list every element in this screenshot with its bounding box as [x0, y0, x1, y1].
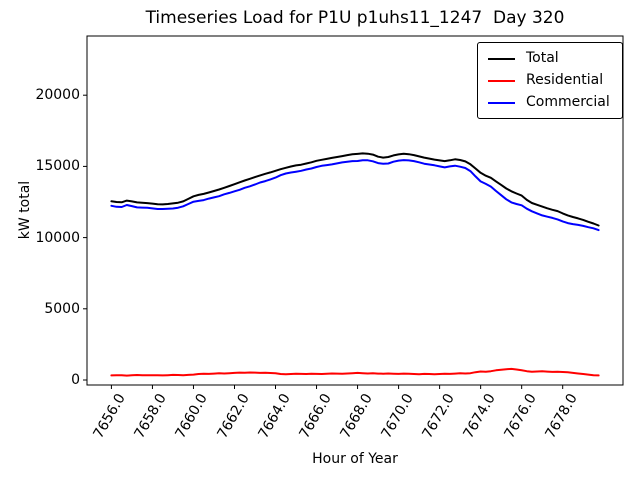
x-axis-label: Hour of Year — [312, 451, 398, 467]
legend-line-sample — [488, 101, 515, 104]
legend-label: Residential — [526, 72, 604, 88]
axes-frame — [86, 35, 624, 386]
legend-line-sample — [488, 57, 515, 60]
series-line-total — [110, 152, 600, 227]
legend-label: Commercial — [526, 94, 610, 110]
chart-title: Timeseries Load for P1U p1uhs11_1247 Day… — [145, 8, 565, 28]
y-tick-label: 15000 — [35, 158, 80, 175]
y-tick-label: 10000 — [35, 229, 80, 246]
y-tick-label: 20000 — [35, 87, 80, 104]
y-tick-label: 5000 — [44, 300, 80, 317]
legend: Total Residential Commercial — [477, 42, 623, 119]
series-line-commercial — [110, 159, 600, 232]
y-tick-label: 0 — [71, 372, 80, 388]
series-line-residential — [110, 367, 600, 377]
legend-item-residential: Residential — [488, 73, 612, 88]
legend-item-commercial: Commercial — [488, 95, 612, 110]
legend-line-sample — [488, 79, 515, 82]
y-axis-label: kW total — [17, 180, 33, 240]
legend-item-total: Total — [488, 51, 612, 66]
legend-label: Total — [526, 50, 559, 66]
